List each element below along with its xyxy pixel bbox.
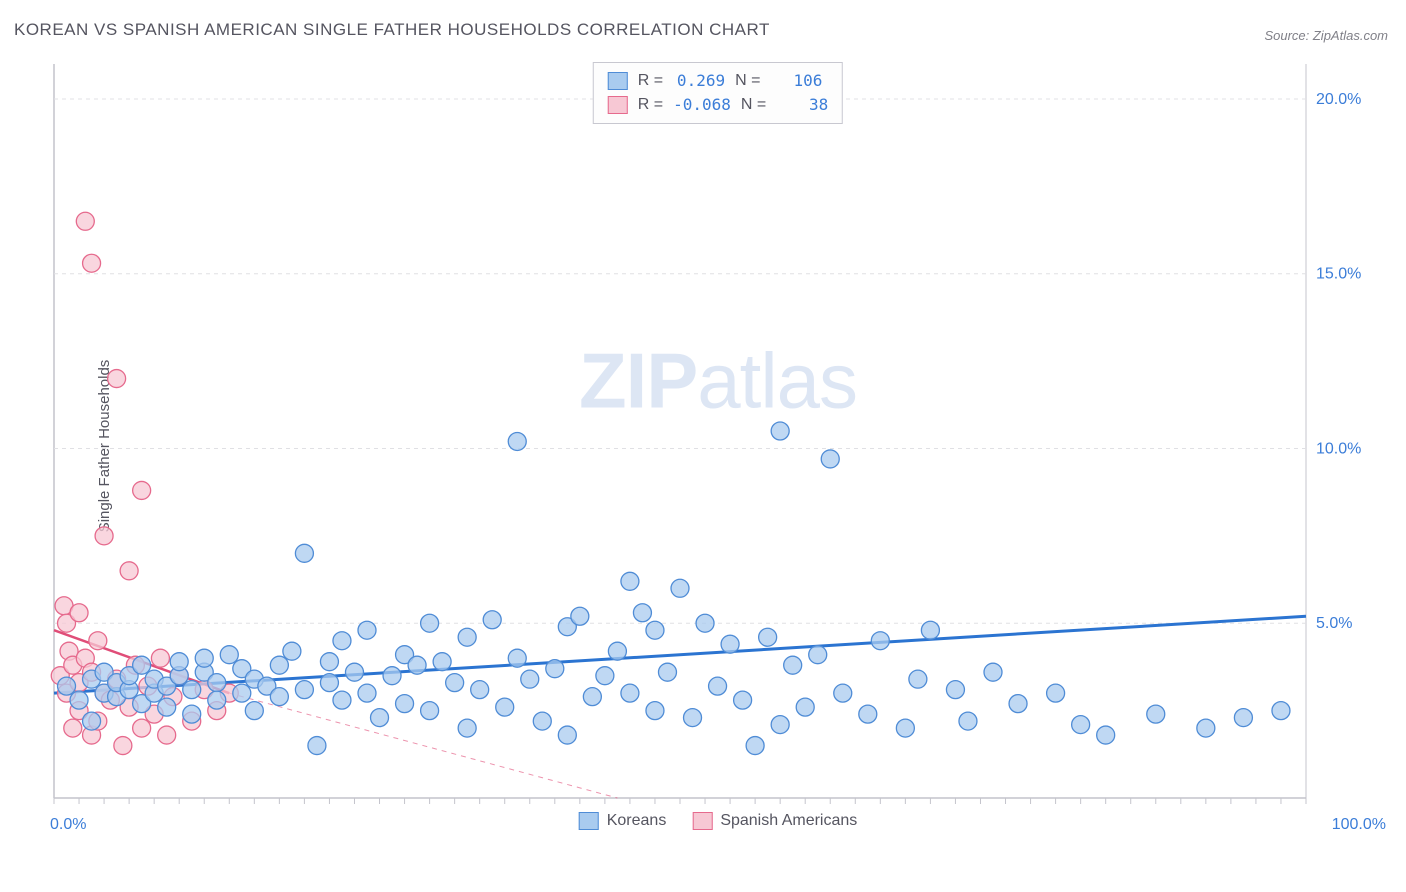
chart-title: KOREAN VS SPANISH AMERICAN SINGLE FATHER… bbox=[14, 20, 770, 40]
n-value-spanish: 38 bbox=[776, 93, 828, 117]
legend-swatch-spanish bbox=[692, 812, 712, 830]
legend-item-koreans: Koreans bbox=[579, 812, 667, 830]
svg-text:10.0%: 10.0% bbox=[1316, 440, 1361, 457]
svg-text:5.0%: 5.0% bbox=[1316, 615, 1352, 632]
n-label: N = bbox=[735, 69, 760, 93]
stats-box: R = 0.269 N = 106 R = -0.068 N = 38 bbox=[593, 62, 843, 124]
x-axis-label-left: 0.0% bbox=[50, 816, 86, 834]
plot-area: 5.0%10.0%15.0%20.0% ZIPatlas R = 0.269 N… bbox=[50, 58, 1386, 828]
n-label: N = bbox=[741, 93, 766, 117]
n-value-koreans: 106 bbox=[770, 69, 822, 93]
legend-label-spanish: Spanish Americans bbox=[720, 812, 857, 830]
legend: Koreans Spanish Americans bbox=[579, 812, 858, 830]
svg-text:20.0%: 20.0% bbox=[1316, 91, 1361, 108]
r-value-spanish: -0.068 bbox=[673, 93, 731, 117]
stats-row-spanish: R = -0.068 N = 38 bbox=[608, 93, 828, 117]
swatch-spanish bbox=[608, 96, 628, 114]
stats-row-koreans: R = 0.269 N = 106 bbox=[608, 69, 828, 93]
legend-item-spanish: Spanish Americans bbox=[692, 812, 857, 830]
x-axis-label-right: 100.0% bbox=[1332, 816, 1386, 834]
source-attribution: Source: ZipAtlas.com bbox=[1264, 28, 1388, 43]
legend-swatch-koreans bbox=[579, 812, 599, 830]
r-label: R = bbox=[638, 69, 663, 93]
r-label: R = bbox=[638, 93, 663, 117]
chart-svg: 5.0% 10.0% 15.0% 20.0% bbox=[50, 58, 1386, 828]
svg-text:15.0%: 15.0% bbox=[1316, 266, 1361, 283]
legend-label-koreans: Koreans bbox=[607, 812, 667, 830]
r-value-koreans: 0.269 bbox=[673, 69, 725, 93]
swatch-koreans bbox=[608, 72, 628, 90]
